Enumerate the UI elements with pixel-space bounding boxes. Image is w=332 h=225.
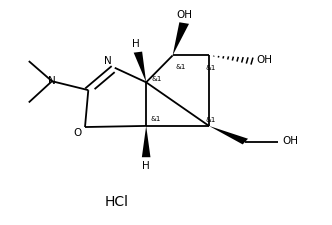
Text: &1: &1 — [205, 117, 215, 123]
Text: H: H — [132, 38, 140, 49]
Text: H: H — [142, 161, 150, 171]
Text: &1: &1 — [151, 76, 161, 82]
Text: &1: &1 — [176, 64, 186, 70]
Text: &1: &1 — [205, 65, 215, 71]
Text: N: N — [104, 56, 112, 66]
Text: HCl: HCl — [104, 195, 128, 209]
Polygon shape — [134, 52, 146, 82]
Text: OH: OH — [256, 55, 272, 65]
Text: O: O — [73, 128, 82, 138]
Text: OH: OH — [176, 10, 192, 20]
Text: OH: OH — [283, 136, 298, 146]
Polygon shape — [209, 126, 248, 144]
Polygon shape — [142, 126, 150, 157]
Polygon shape — [173, 22, 189, 56]
Text: &1: &1 — [150, 116, 160, 122]
Text: N: N — [48, 76, 56, 86]
